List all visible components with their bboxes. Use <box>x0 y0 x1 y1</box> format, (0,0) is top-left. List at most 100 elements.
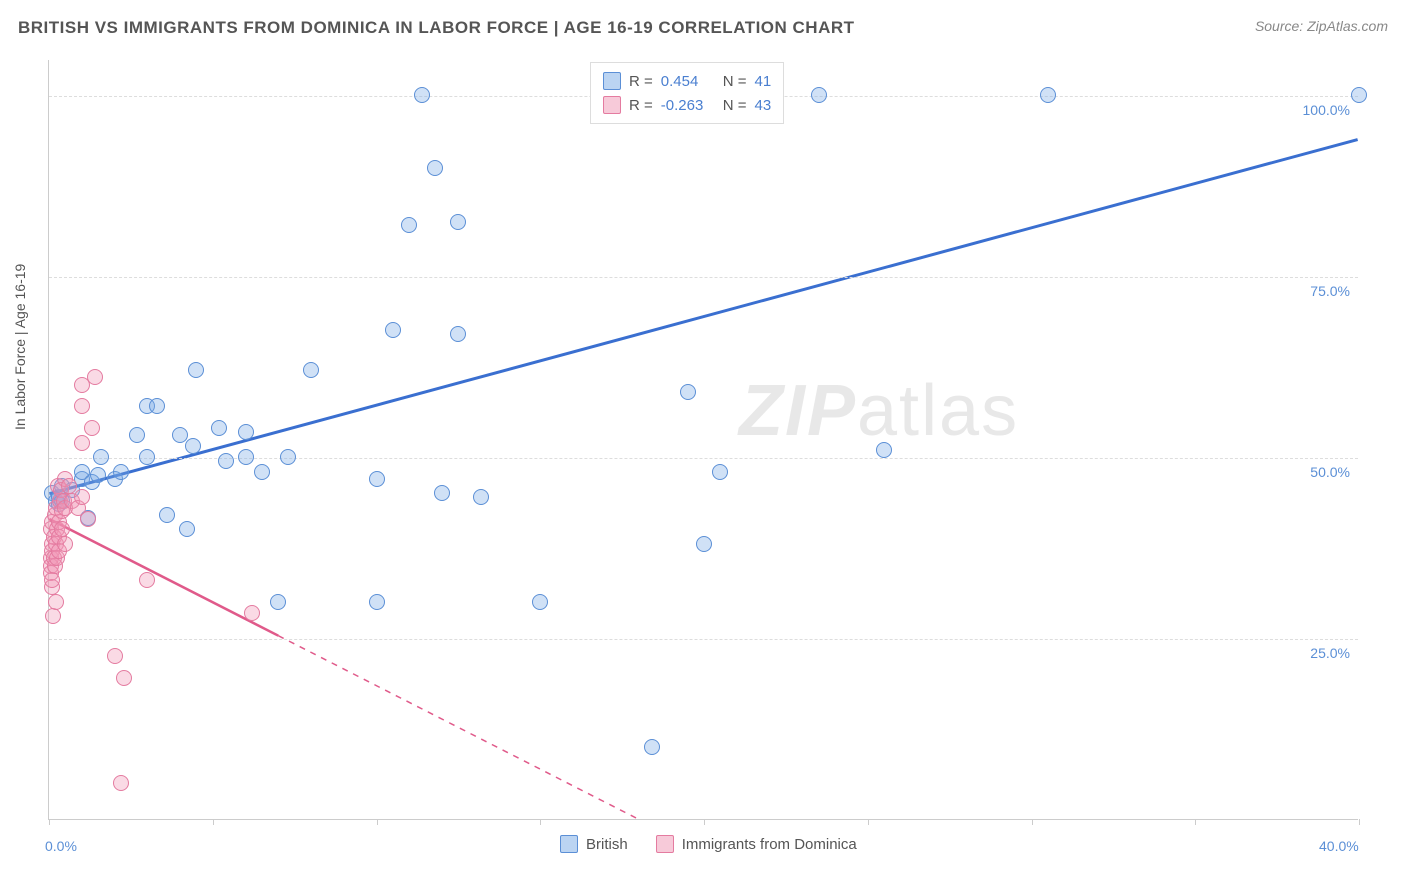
data-point-british <box>179 521 195 537</box>
data-point-british <box>427 160 443 176</box>
n-value-british: 41 <box>755 73 772 90</box>
y-axis-label: In Labor Force | Age 16-19 <box>12 264 28 430</box>
data-point-british <box>401 217 417 233</box>
x-tick <box>213 819 214 825</box>
data-point-british <box>450 214 466 230</box>
data-point-dominica <box>113 775 129 791</box>
data-point-dominica <box>74 435 90 451</box>
data-point-british <box>211 420 227 436</box>
x-tick <box>1195 819 1196 825</box>
data-point-dominica <box>80 511 96 527</box>
chart-title: BRITISH VS IMMIGRANTS FROM DOMINICA IN L… <box>18 18 855 38</box>
data-point-dominica <box>74 489 90 505</box>
data-point-british <box>93 449 109 465</box>
data-point-dominica <box>84 420 100 436</box>
trend-line-british <box>49 140 1357 494</box>
swatch-dominica <box>603 96 621 114</box>
correlation-row-british: R = 0.454 N = 41 <box>603 69 771 93</box>
series-legend: British Immigrants from Dominica <box>560 832 857 856</box>
data-point-british <box>414 87 430 103</box>
source-attribution: Source: ZipAtlas.com <box>1255 18 1388 34</box>
x-tick <box>704 819 705 825</box>
data-point-dominica <box>87 369 103 385</box>
data-point-british <box>238 449 254 465</box>
data-point-british <box>113 464 129 480</box>
source-name: ZipAtlas.com <box>1307 18 1388 34</box>
data-point-british <box>644 739 660 755</box>
trend-line-dominica <box>49 519 278 636</box>
data-point-dominica <box>57 536 73 552</box>
data-point-british <box>303 362 319 378</box>
header: BRITISH VS IMMIGRANTS FROM DOMINICA IN L… <box>18 18 1388 38</box>
correlation-row-dominica: R = -0.263 N = 43 <box>603 93 771 117</box>
y-tick-label: 75.0% <box>1310 283 1350 299</box>
x-tick <box>868 819 869 825</box>
r-value-british: 0.454 <box>661 73 715 90</box>
data-point-dominica <box>139 572 155 588</box>
swatch-dominica <box>656 835 674 853</box>
x-tick <box>377 819 378 825</box>
x-tick-label: 40.0% <box>1319 838 1359 854</box>
data-point-british <box>450 326 466 342</box>
r-label: R = <box>629 97 653 114</box>
data-point-british <box>680 384 696 400</box>
data-point-british <box>1040 87 1056 103</box>
gridline <box>49 277 1358 278</box>
data-point-british <box>385 322 401 338</box>
y-tick-label: 50.0% <box>1310 464 1350 480</box>
data-point-british <box>218 453 234 469</box>
data-point-dominica <box>74 398 90 414</box>
data-point-dominica <box>244 605 260 621</box>
plot-area: ZIPatlas 25.0%50.0%75.0%100.0%0.0%40.0% <box>48 60 1358 820</box>
swatch-british <box>560 835 578 853</box>
data-point-british <box>254 464 270 480</box>
n-value-dominica: 43 <box>755 97 772 114</box>
data-point-british <box>139 449 155 465</box>
data-point-british <box>712 464 728 480</box>
data-point-british <box>280 449 296 465</box>
data-point-british <box>238 424 254 440</box>
source-prefix: Source: <box>1255 18 1307 34</box>
x-tick <box>1359 819 1360 825</box>
data-point-british <box>270 594 286 610</box>
x-tick-label: 0.0% <box>45 838 77 854</box>
data-point-british <box>1351 87 1367 103</box>
correlation-legend: R = 0.454 N = 41 R = -0.263 N = 43 <box>590 62 784 124</box>
data-point-dominica <box>54 521 70 537</box>
data-point-dominica <box>107 648 123 664</box>
data-point-british <box>369 471 385 487</box>
data-point-british <box>188 362 204 378</box>
data-point-dominica <box>48 594 64 610</box>
data-point-british <box>149 398 165 414</box>
data-point-dominica <box>45 608 61 624</box>
n-label: N = <box>723 97 747 114</box>
data-point-dominica <box>116 670 132 686</box>
data-point-british <box>434 485 450 501</box>
data-point-british <box>129 427 145 443</box>
data-point-british <box>159 507 175 523</box>
data-point-british <box>876 442 892 458</box>
swatch-british <box>603 72 621 90</box>
n-label: N = <box>723 73 747 90</box>
gridline <box>49 639 1358 640</box>
data-point-british <box>696 536 712 552</box>
y-tick-label: 100.0% <box>1303 102 1350 118</box>
data-point-british <box>473 489 489 505</box>
x-tick <box>49 819 50 825</box>
data-point-british <box>532 594 548 610</box>
legend-label-dominica: Immigrants from Dominica <box>682 836 857 853</box>
r-label: R = <box>629 73 653 90</box>
trend-line-extrap-dominica <box>278 636 638 819</box>
data-point-british <box>90 467 106 483</box>
data-point-british <box>369 594 385 610</box>
x-tick <box>540 819 541 825</box>
legend-label-british: British <box>586 836 628 853</box>
data-point-british <box>185 438 201 454</box>
x-tick <box>1032 819 1033 825</box>
data-point-dominica <box>44 572 60 588</box>
legend-item-dominica: Immigrants from Dominica <box>656 832 857 856</box>
data-point-british <box>811 87 827 103</box>
y-tick-label: 25.0% <box>1310 645 1350 661</box>
legend-item-british: British <box>560 832 628 856</box>
r-value-dominica: -0.263 <box>661 97 715 114</box>
